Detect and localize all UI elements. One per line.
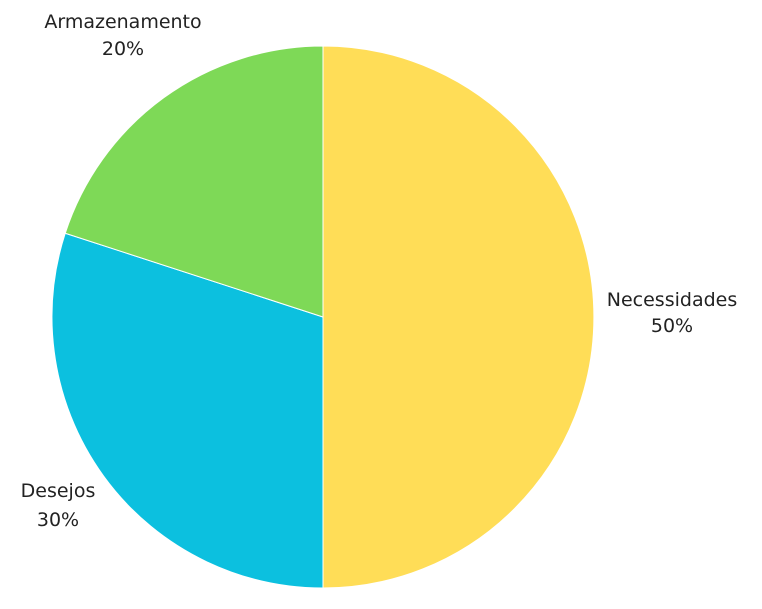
pie-slice-armazenamento: [64, 45, 324, 318]
slice-value-necessidades: 50%: [651, 315, 693, 337]
slice-value-desejos: 30%: [37, 509, 79, 531]
pie-slice-desejos: [51, 232, 324, 589]
slice-label-armazenamento: Armazenamento: [44, 11, 201, 33]
pie-slices: [51, 45, 595, 589]
slice-label-necessidades: Necessidades: [607, 289, 737, 311]
pie-labels: Necessidades 50% Desejos 30% Armazenamento 20…: [21, 11, 738, 531]
pie-slice-necessidades: [322, 45, 595, 589]
slice-value-armazenamento: 20%: [102, 38, 144, 60]
slice-label-desejos: Desejos: [21, 480, 96, 502]
